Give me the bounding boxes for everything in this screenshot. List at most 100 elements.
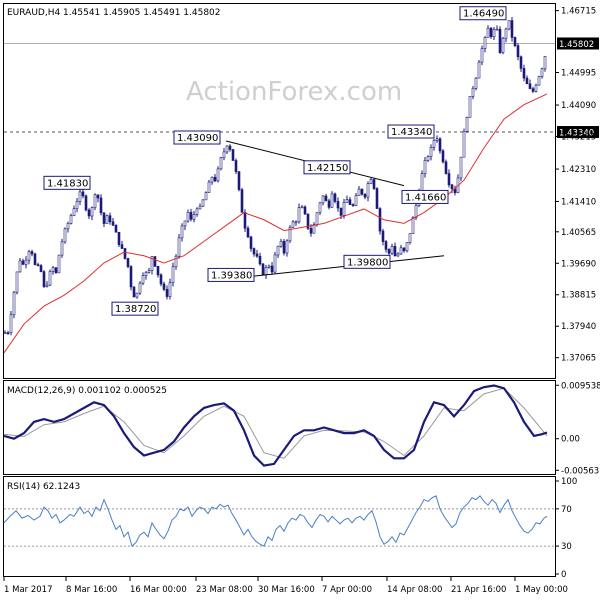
candle-body [465,117,469,132]
candle-body [438,138,442,152]
main-pane [3,3,556,379]
candle-body [30,251,34,255]
axes-layer: 1.467151.458021.449951.440901.433401.432… [3,7,600,595]
candle-body [87,209,91,217]
candle-body [321,195,325,204]
candle-body [135,292,139,298]
rsi-y-tick-label: 30 [561,542,572,552]
candle-body [177,237,181,257]
macd-pane [3,380,556,475]
candle-body [543,56,547,70]
candle-body [531,88,535,92]
price-label-box [401,189,449,204]
candle-body [285,240,289,254]
y-tick-label: 1.41410 [561,197,596,207]
candle-body [246,227,250,238]
macd-y-tick-label: 0.00 [561,435,580,445]
candle-body [12,291,16,316]
candle-body [57,254,61,274]
y-tick-label: 1.38815 [561,291,596,301]
candle-body [375,188,379,209]
candle-body [372,179,376,189]
candle-body [486,27,490,38]
candle-body [408,233,412,243]
rsi-y-tick-label: 100 [561,477,577,487]
candle-body [393,246,397,257]
candle-body [189,211,193,220]
candle-body [129,266,133,288]
candle-body [426,156,430,161]
candle-body [333,193,337,202]
price-label-box [43,175,91,190]
x-tick-label: 30 Mar 16:00 [258,585,315,595]
candle-body [279,241,283,247]
y-tick-label: 1.46715 [561,7,596,17]
candle-body [144,272,148,276]
candle-body [165,289,169,297]
candle-body [66,223,70,230]
candle-body [291,221,295,228]
rsi-y-tick-label: 70 [561,505,572,515]
candle-body [324,195,328,202]
candle-body [519,56,523,69]
candle-body [123,248,127,259]
candle-body [459,156,463,179]
candle-body [420,173,424,193]
candle-body [93,194,97,208]
candle-body [258,255,262,265]
price-label-box [111,301,159,316]
candle-body [213,176,217,182]
candle-body [249,236,253,249]
candle-body [33,253,37,265]
price-label: 1.38720 [115,304,156,315]
price-tag: 1.45802 [559,40,594,50]
price-label-box [387,124,435,139]
x-tick-label: 1 May 00:00 [515,585,568,595]
candle-body [84,195,88,211]
candle-body [27,251,31,261]
y-tick-label: 1.40565 [561,228,596,238]
candle-body [231,149,235,161]
candle-body [105,215,109,224]
candle-body [288,227,292,242]
x-tick-label: 23 Mar 08:00 [196,585,253,595]
candle-body [69,215,73,224]
candle-body [360,188,364,195]
candle-body [264,267,268,276]
candle-body [381,230,385,242]
candle-body [477,61,481,79]
candle-body [441,150,445,163]
candle-body [537,76,541,86]
candle-body [405,242,409,252]
candle-body [81,191,85,197]
candle-body [150,256,154,271]
x-tick-label: 7 Apr 00:00 [322,585,372,595]
candle-body [9,314,13,334]
candle-body [36,264,40,266]
candle-body [252,248,256,255]
price-label: 1.39380 [211,270,252,281]
candle-body [141,275,145,284]
candle-body [513,37,517,46]
x-tick-label: 21 Apr 16:00 [451,585,506,595]
macd-signal-line [3,387,548,459]
candle-body [222,151,226,158]
candle-body [138,282,142,294]
candle-body [411,217,415,234]
candle-body [39,265,43,272]
y-tick-label: 1.42310 [561,165,596,175]
rsi-layer [3,495,555,548]
macd-y-tick-label: -0.005637 [561,466,600,476]
candle-body [99,197,103,214]
price-label: 1.42150 [307,163,348,174]
candle-body [483,37,487,49]
candle-body [90,207,94,217]
candle-body [399,247,403,255]
candle-body [108,215,112,223]
y-tick-label: 1.39690 [561,259,596,269]
candle-body [273,254,277,273]
candle-body [369,179,373,184]
candle-body [510,20,514,38]
candle-body [111,221,115,226]
